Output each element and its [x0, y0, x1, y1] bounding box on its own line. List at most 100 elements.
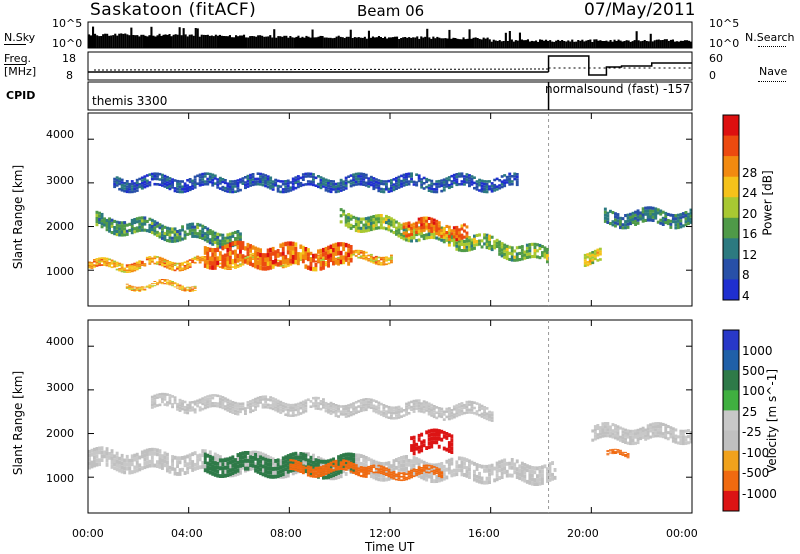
velocity-cell	[405, 470, 408, 475]
velocity-cell	[450, 442, 454, 447]
velocity-cell	[314, 458, 318, 463]
power-cell	[400, 226, 403, 230]
velocity-cell	[306, 458, 310, 463]
velocity-cell	[397, 405, 401, 409]
velocity-cell	[379, 470, 383, 473]
velocity-cell	[442, 446, 446, 451]
power-cell	[324, 251, 328, 256]
power-cell	[108, 229, 111, 233]
power-cell	[206, 247, 210, 252]
power-cell	[357, 217, 361, 221]
power-cell	[440, 181, 444, 185]
power-cell	[309, 266, 313, 271]
power-cell	[259, 172, 262, 176]
velocity-cell	[304, 453, 308, 458]
velocity-cell	[490, 467, 494, 472]
velocity-cell	[211, 460, 215, 464]
power-cell	[505, 247, 509, 251]
velocity-cell	[412, 456, 416, 460]
power-cell	[470, 175, 474, 178]
power-cell	[347, 213, 351, 217]
power-cell	[357, 177, 361, 181]
velocity-cell	[339, 463, 343, 466]
power-cell	[322, 252, 325, 257]
velocity-cell	[120, 453, 124, 458]
power-cell	[168, 233, 172, 237]
power-cell	[296, 183, 300, 186]
power-cell	[369, 224, 373, 228]
power-cell	[407, 180, 411, 183]
power-cell	[156, 221, 159, 225]
velocity-cell	[218, 403, 222, 406]
power-cell	[271, 251, 275, 256]
power-cell	[176, 230, 179, 234]
power-cell	[186, 265, 190, 268]
velocity-cell	[178, 409, 182, 412]
power-cell	[281, 260, 285, 265]
velocity-cell	[362, 473, 366, 476]
velocity-cell	[490, 463, 494, 468]
power-cell	[103, 217, 106, 221]
velocity-cell	[281, 456, 285, 461]
power-cell	[412, 233, 416, 237]
power-cell	[372, 227, 376, 231]
nsky-bar	[299, 37, 302, 48]
velocity-cell	[397, 475, 401, 478]
velocity-cell	[374, 472, 378, 477]
velocity-cell	[410, 471, 413, 474]
velocity-cell	[385, 472, 388, 475]
power-cell	[463, 249, 466, 253]
velocity-cell	[223, 458, 227, 462]
velocity-cell	[478, 408, 481, 412]
power-cell	[342, 209, 346, 213]
nsky-bar	[625, 40, 628, 48]
velocity-cell	[249, 459, 252, 464]
velocity-cell	[445, 467, 449, 472]
velocity-cell	[447, 441, 451, 445]
velocity-cell	[646, 424, 650, 428]
velocity-cell	[216, 402, 220, 405]
velocity-cell	[402, 472, 406, 474]
velocity-cell	[241, 451, 245, 456]
power-cell	[193, 228, 197, 232]
velocity-cell	[239, 452, 242, 456]
velocity-cell	[234, 462, 237, 466]
power-cell	[689, 217, 693, 221]
power-cell	[296, 252, 300, 257]
velocity-cell	[427, 471, 431, 474]
freq-label: Freq.	[4, 52, 32, 65]
power-cell	[108, 262, 111, 264]
power-cell	[457, 239, 461, 243]
velocity-cell	[538, 481, 542, 486]
power-cell	[390, 184, 393, 187]
power-cell	[130, 231, 134, 235]
power-cell	[105, 222, 109, 226]
velocity-cell	[274, 466, 278, 471]
power-cell	[430, 179, 434, 183]
velocity-cell	[614, 452, 617, 453]
power-cell	[226, 256, 230, 262]
power-cell	[447, 183, 451, 187]
power-cell	[115, 184, 119, 187]
velocity-cell	[420, 402, 424, 405]
velocity-cell	[115, 451, 119, 456]
power-cell	[284, 264, 288, 266]
power-cell	[508, 177, 512, 181]
velocity-cell	[661, 422, 665, 426]
power-cell	[385, 221, 388, 225]
power-cell	[110, 261, 114, 263]
velocity-cell	[510, 458, 514, 462]
velocity-cell	[533, 478, 537, 482]
power-cell	[332, 182, 335, 186]
power-cell	[95, 210, 99, 214]
velocity-cell	[659, 434, 663, 438]
power-cell	[410, 180, 413, 183]
power-cell	[352, 215, 356, 219]
power-cell	[191, 184, 195, 188]
power-cell	[296, 175, 300, 178]
velocity-cell	[382, 409, 386, 412]
velocity-cell	[294, 460, 298, 463]
velocity-cell	[475, 467, 479, 471]
velocity-cell	[145, 464, 149, 469]
velocity-cell	[460, 407, 464, 410]
